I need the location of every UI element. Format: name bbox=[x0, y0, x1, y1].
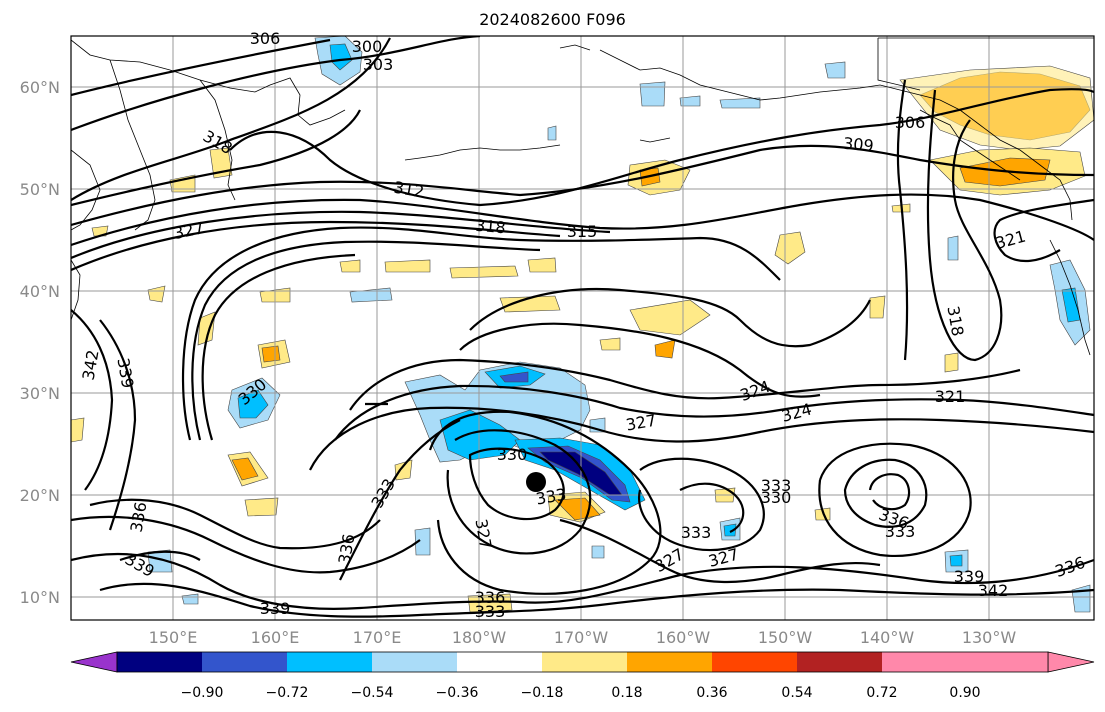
contour-label: 342 bbox=[978, 581, 1009, 600]
colorbar-segment bbox=[287, 652, 372, 672]
lat-label: 60°N bbox=[20, 78, 60, 97]
shaded-negative bbox=[147, 36, 1091, 613]
lat-label: 50°N bbox=[20, 180, 60, 199]
colorbar-tick-label: −0.72 bbox=[266, 685, 309, 701]
contour-label: 315 bbox=[567, 222, 598, 241]
contours bbox=[71, 36, 1094, 618]
contour-label: 318 bbox=[474, 216, 506, 238]
lon-label: 150°E bbox=[149, 628, 198, 647]
contour-labels: 306 300 303 318 312 327 318 315 309 306 … bbox=[79, 29, 1088, 621]
colorbar: −0.90 −0.72 −0.54 −0.36 −0.18 0.18 0.36 … bbox=[70, 651, 1095, 701]
colorbar-segment bbox=[457, 652, 542, 672]
contour-label: 321 bbox=[935, 387, 966, 406]
contour-label: 339 bbox=[260, 599, 291, 618]
colorbar-segment bbox=[712, 652, 797, 672]
contour-label: 309 bbox=[842, 134, 874, 156]
lon-label: 170°W bbox=[554, 628, 609, 647]
lon-label: 130°W bbox=[962, 628, 1017, 647]
colorbar-tick-label: 0.36 bbox=[696, 685, 727, 701]
lat-label: 40°N bbox=[20, 282, 60, 301]
lon-label: 170°E bbox=[353, 628, 402, 647]
map-area bbox=[71, 36, 1094, 620]
contour-label: 339 bbox=[954, 567, 985, 586]
contour-label: 333 bbox=[475, 602, 506, 621]
contour-label: 333 bbox=[681, 523, 712, 542]
colorbar-segment bbox=[965, 652, 1048, 672]
lon-label: 150°W bbox=[758, 628, 813, 647]
contour-label: 336 bbox=[475, 588, 506, 607]
colorbar-segment bbox=[797, 652, 882, 672]
colorbar-segment bbox=[202, 652, 287, 672]
contour-label: 333 bbox=[885, 522, 916, 541]
contour-label: 330 bbox=[761, 488, 792, 507]
contour-label: 300 bbox=[352, 37, 383, 56]
colorbar-segment bbox=[882, 652, 965, 672]
colorbar-tick-label: −0.90 bbox=[181, 685, 224, 701]
contour-label: 306 bbox=[895, 113, 926, 132]
lon-label: 180°W bbox=[452, 628, 507, 647]
longitude-labels: 150°E 160°E 170°E 180°W 170°W 160°W 150°… bbox=[149, 628, 1017, 647]
colorbar-segment bbox=[117, 652, 202, 672]
latitude-labels: 60°N 50°N 40°N 30°N 20°N 10°N bbox=[20, 78, 60, 607]
colorbar-extend-right bbox=[1047, 651, 1095, 673]
colorbar-tick-label: −0.36 bbox=[436, 685, 479, 701]
contour-label: 330 bbox=[497, 445, 528, 464]
colorbar-segment bbox=[542, 652, 627, 672]
colorbar-extend-left bbox=[70, 651, 118, 673]
lat-label: 10°N bbox=[20, 588, 60, 607]
colorbar-tick-label: 0.18 bbox=[611, 685, 642, 701]
colorbar-segment bbox=[372, 652, 457, 672]
colorbar-tick-label: 0.54 bbox=[781, 685, 812, 701]
contour-label: 303 bbox=[363, 55, 394, 74]
colorbar-tick-label: −0.18 bbox=[521, 685, 564, 701]
contour-label: 306 bbox=[250, 29, 281, 48]
coastlines bbox=[71, 37, 1094, 356]
colorbar-tick-label: 0.90 bbox=[949, 685, 980, 701]
lat-label: 20°N bbox=[20, 486, 60, 505]
map-frame bbox=[70, 35, 1095, 621]
storm-center-marker bbox=[526, 472, 546, 492]
contour-label: 333 bbox=[761, 476, 792, 495]
map-title: 2024082600 F096 bbox=[479, 10, 626, 29]
colorbar-segment bbox=[627, 652, 712, 672]
lon-label: 160°E bbox=[251, 628, 300, 647]
colorbar-tick-label: −0.54 bbox=[351, 685, 394, 701]
lat-label: 30°N bbox=[20, 384, 60, 403]
colorbar-tick-label: 0.72 bbox=[866, 685, 897, 701]
lon-label: 140°W bbox=[860, 628, 915, 647]
lon-label: 160°W bbox=[656, 628, 711, 647]
